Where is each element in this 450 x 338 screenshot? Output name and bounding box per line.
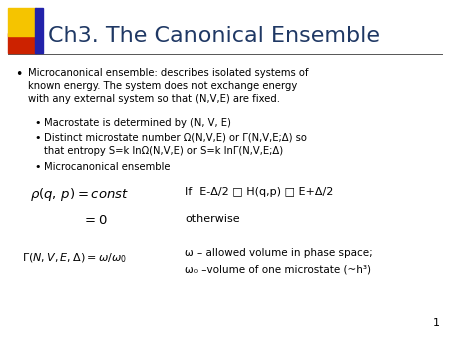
Bar — [35, 8, 43, 53]
Text: $\Gamma(N,V,E,\Delta)=\omega/\omega_0$: $\Gamma(N,V,E,\Delta)=\omega/\omega_0$ — [22, 251, 127, 265]
Text: 1: 1 — [433, 318, 440, 328]
Bar — [8, 8, 36, 36]
Text: •: • — [34, 118, 40, 128]
Text: Microcanonical ensemble: describes isolated systems of
known energy. The system : Microcanonical ensemble: describes isola… — [28, 68, 309, 104]
Bar — [8, 33, 36, 53]
Text: •: • — [34, 162, 40, 172]
Text: •: • — [15, 68, 22, 81]
Text: otherwise: otherwise — [185, 214, 239, 224]
Text: $\rho(q,\,p)=const$: $\rho(q,\,p)=const$ — [30, 186, 129, 203]
Text: If  E-Δ/2 □ H(q,p) □ E+Δ/2: If E-Δ/2 □ H(q,p) □ E+Δ/2 — [185, 187, 333, 197]
Text: Distinct microstate number Ω(N,V,E) or Γ(N,V,E;Δ) so
that entropy S=k lnΩ(N,V,E): Distinct microstate number Ω(N,V,E) or Γ… — [44, 133, 307, 156]
Text: Microcanonical ensemble: Microcanonical ensemble — [44, 162, 171, 172]
Text: ω – allowed volume in phase space;: ω – allowed volume in phase space; — [185, 248, 373, 258]
Text: •: • — [34, 133, 40, 143]
Text: Ch3. The Canonical Ensemble: Ch3. The Canonical Ensemble — [48, 26, 380, 46]
Text: Macrostate is determined by (N, V, E): Macrostate is determined by (N, V, E) — [44, 118, 231, 128]
Text: $= 0$: $= 0$ — [82, 214, 108, 227]
Text: ω₀ –volume of one microstate (~h³): ω₀ –volume of one microstate (~h³) — [185, 264, 371, 274]
